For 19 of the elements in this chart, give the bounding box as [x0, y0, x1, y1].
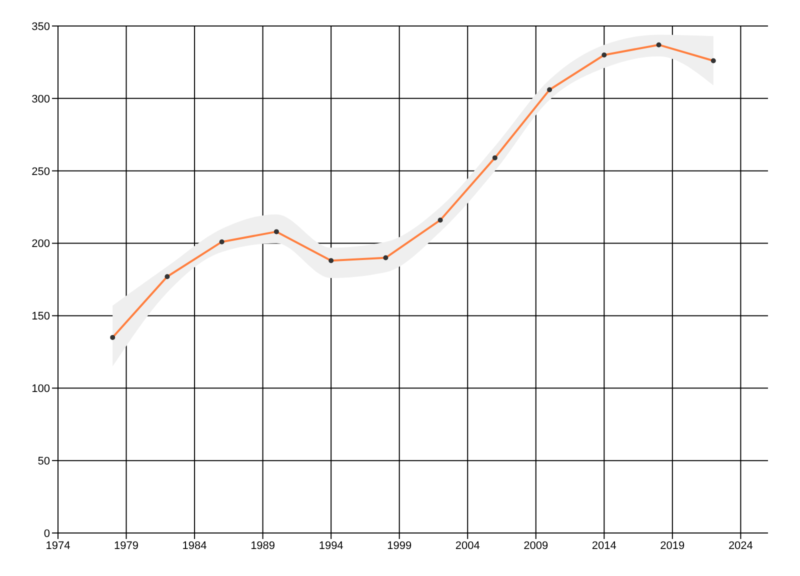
y-tick-label: 350 [32, 20, 50, 33]
x-tick-label: 1979 [114, 540, 139, 552]
x-tick-label: 2014 [592, 540, 616, 552]
x-tick-label: 1989 [250, 540, 276, 552]
y-tick-label: 150 [32, 310, 50, 323]
x-tick-label: 2009 [524, 540, 548, 552]
y-tick-label: 100 [32, 383, 50, 396]
x-tick-label: 2024 [728, 540, 753, 552]
x-tick-label: 1974 [46, 540, 70, 552]
y-tick-label: 200 [32, 238, 50, 250]
y-tick-label: 300 [32, 93, 50, 106]
y-tick-label: 50 [38, 455, 50, 468]
x-tick-label: 2019 [660, 540, 685, 552]
x-tick-label: 1994 [318, 540, 344, 552]
x-tick-label: 1999 [387, 540, 412, 552]
x-tick-label: 1984 [182, 540, 207, 552]
x-tick-label: 2004 [455, 540, 480, 552]
y-tick-label: 0 [44, 528, 50, 540]
y-tick-label: 250 [32, 166, 50, 178]
